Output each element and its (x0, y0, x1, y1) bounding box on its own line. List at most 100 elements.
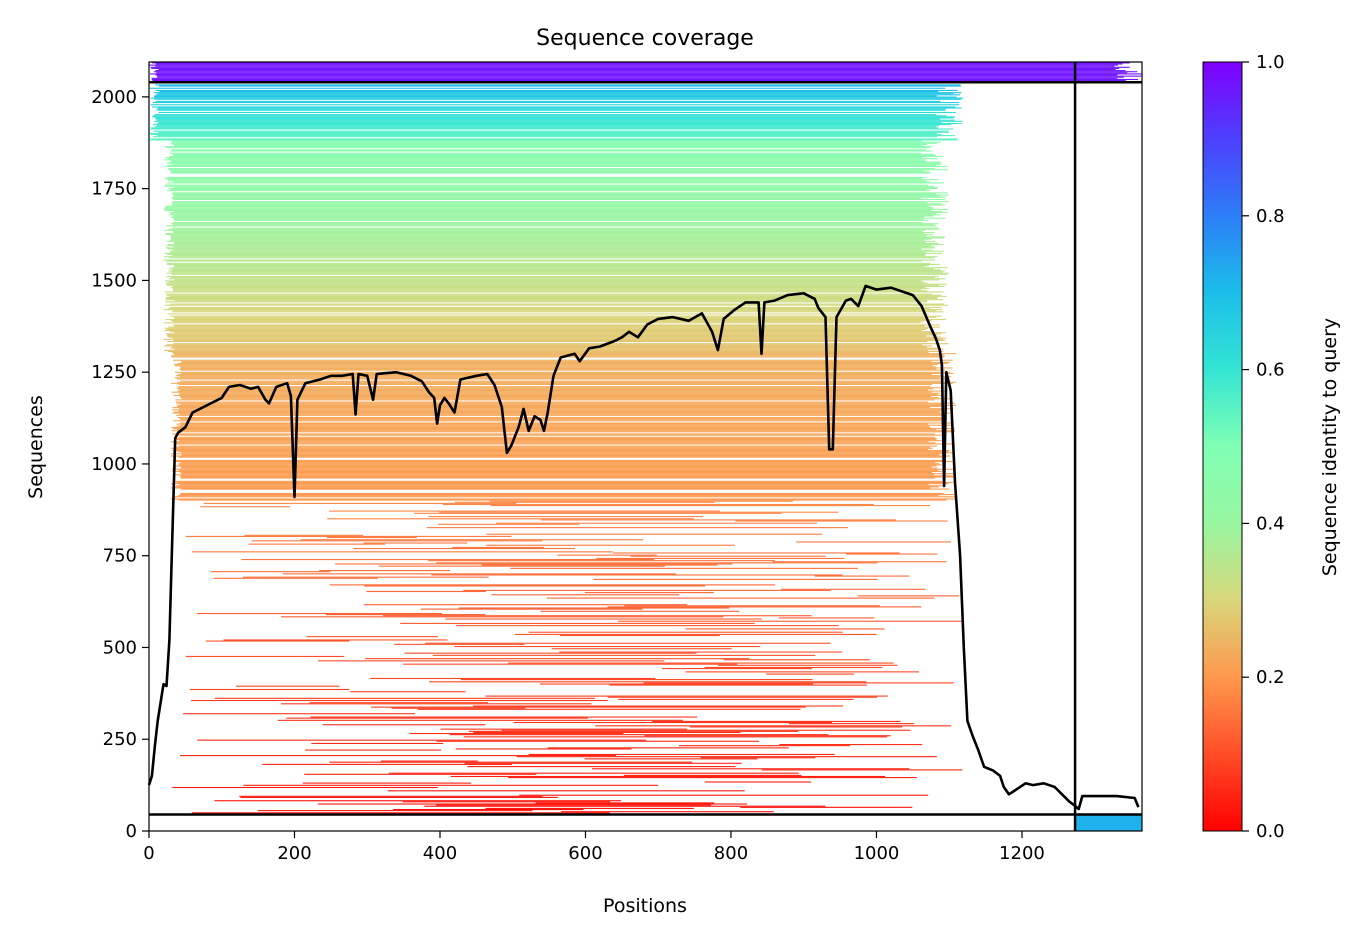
alignment-row (170, 277, 935, 279)
alignment-row (329, 761, 693, 763)
alignment-row (409, 732, 624, 735)
alignment-row (173, 427, 955, 430)
alignment-row (168, 168, 936, 170)
alignment-row (151, 78, 1138, 80)
alignment-row (482, 564, 718, 566)
alignment-row (163, 259, 935, 261)
alignment-row (174, 264, 930, 267)
alignment-row (178, 499, 947, 501)
alignment-row (704, 666, 883, 669)
alignment-row (547, 747, 789, 749)
y-tick-label: 500 (103, 637, 137, 658)
alignment-row (174, 279, 940, 281)
alignment-row (171, 149, 926, 151)
alignment-row (180, 380, 942, 382)
alignment-row (179, 413, 941, 415)
alignment-row (168, 336, 941, 338)
alignment-row (156, 108, 946, 110)
alignment-row (435, 804, 712, 806)
alignment-row (153, 95, 937, 97)
alignment-row (325, 614, 486, 616)
alignment-row (152, 124, 952, 126)
alignment-row (174, 437, 937, 439)
alignment-row (167, 164, 936, 166)
alignment-row (305, 749, 442, 751)
alignment-row (166, 147, 930, 149)
alignment-row (174, 354, 944, 356)
alignment-row (171, 213, 937, 215)
alignment-row (178, 464, 942, 466)
alignment-row (174, 316, 937, 318)
alignment-row (152, 62, 1130, 64)
alignment-row (205, 640, 350, 642)
alignment-row (652, 720, 901, 722)
alignment-row (151, 128, 954, 130)
alignment-row (179, 418, 943, 420)
chart-title: Sequence coverage (536, 26, 754, 51)
alignment-row (329, 584, 776, 586)
alignment-row (559, 634, 720, 637)
alignment-row (203, 502, 517, 504)
alignment-row (173, 231, 935, 234)
alignment-row (175, 401, 929, 403)
alignment-row (468, 730, 799, 732)
alignment-row (402, 801, 611, 803)
alignment-row (363, 542, 468, 544)
alignment-row (170, 441, 929, 443)
alignment-row (156, 72, 1128, 74)
alignment-row (595, 725, 952, 727)
alignment-row (165, 298, 938, 300)
alignment-row (436, 562, 878, 564)
alignment-row (150, 66, 1130, 68)
alignment-row (690, 726, 903, 728)
alignment-row (173, 300, 928, 302)
alignment-row (170, 320, 932, 322)
alignment-row (248, 543, 386, 545)
alignment-row (180, 367, 953, 369)
alignment-row (163, 345, 932, 347)
alignment-row (766, 673, 855, 675)
alignment-row (166, 335, 927, 337)
alignment-row (185, 535, 512, 537)
alignment-row (306, 636, 439, 638)
alignment-row (378, 565, 665, 567)
alignment-row (174, 474, 934, 476)
alignment-row (383, 615, 812, 617)
alignment-row (167, 244, 944, 246)
alignment-row (164, 349, 928, 351)
alignment-row (167, 176, 925, 178)
alignment-row (172, 409, 945, 411)
alignment-row (168, 169, 949, 171)
alignment-row (779, 744, 923, 746)
alignment-row (417, 708, 801, 710)
alignment-row (157, 76, 1124, 78)
alignment-row (155, 94, 961, 96)
alignment-row (618, 698, 854, 700)
alignment-row (169, 257, 935, 259)
alignment-row (425, 642, 831, 644)
alignment-row (718, 664, 898, 666)
alignment-row (169, 155, 944, 158)
alignment-row (164, 329, 923, 332)
alignment-row (151, 106, 956, 108)
alignment-row (175, 399, 935, 401)
alignment-row (154, 96, 957, 98)
coverage-line-group (147, 284, 1140, 811)
alignment-row (155, 118, 941, 120)
alignment-row (174, 377, 940, 379)
alignment-row (171, 223, 939, 225)
alignment-row (584, 592, 714, 594)
alignment-row (180, 475, 953, 477)
alignment-row (485, 807, 694, 809)
x-tick-label: 200 (277, 843, 311, 864)
alignment-row (172, 196, 946, 198)
alignment-row (166, 284, 940, 286)
alignment-row (168, 180, 926, 182)
alignment-row (178, 410, 942, 412)
alignment-row (180, 462, 936, 464)
alignment-row (781, 588, 926, 590)
alignment-row (528, 631, 843, 633)
alignment-row (172, 249, 932, 251)
alignment-row (458, 607, 730, 609)
alignment-row (394, 643, 525, 645)
